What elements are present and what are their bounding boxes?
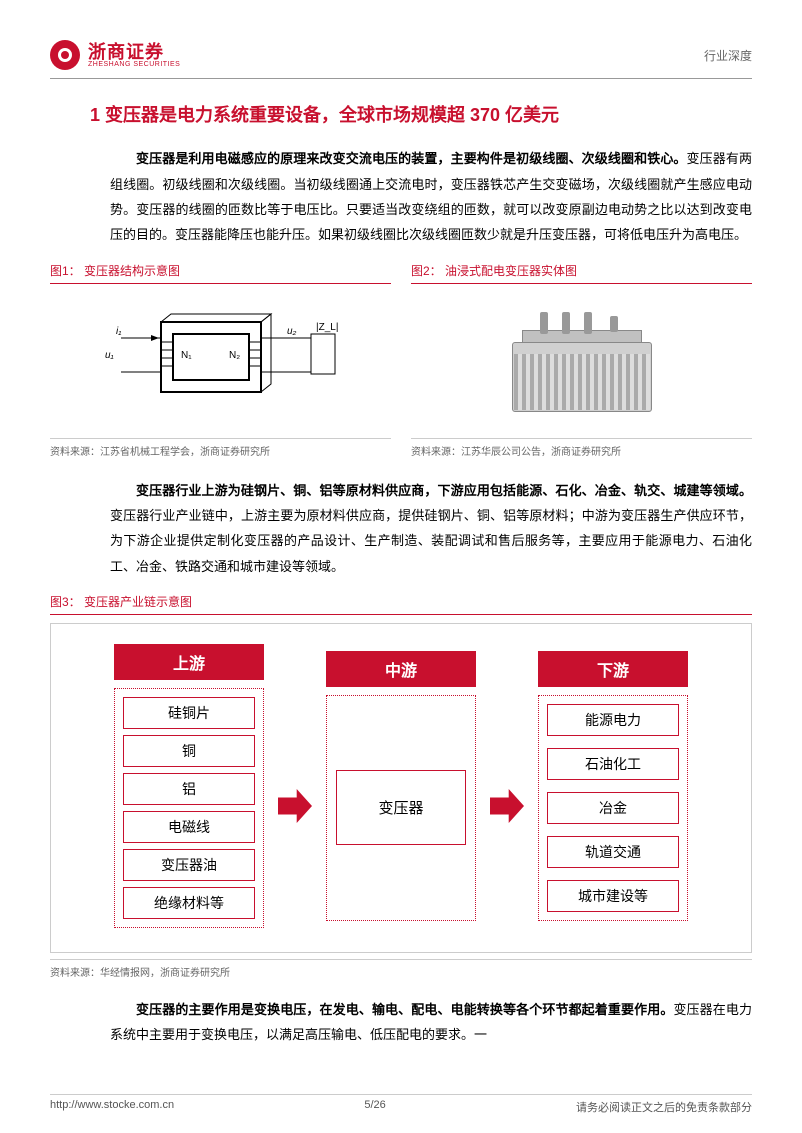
figure-1-label: 图1： [50, 264, 81, 278]
chain-item: 铝 [123, 773, 255, 805]
chain-downstream-box: 能源电力 石油化工 冶金 轨道交通 城市建设等 [538, 695, 688, 921]
chain-item: 能源电力 [547, 704, 679, 736]
figure-row-1: 图1： 变压器结构示意图 [50, 262, 752, 458]
figure-3-label: 图3： [50, 595, 81, 609]
chain-midstream-header: 中游 [326, 651, 476, 687]
paragraph-1-lead: 变压器是利用电磁感应的原理来改变交流电压的装置，主要构件是初级线圈、次级线圈和铁… [136, 151, 687, 166]
figure-2-caption: 图2： 油浸式配电变压器实体图 [411, 262, 752, 284]
chain-upstream-box: 硅铜片 铜 铝 电磁线 变压器油 绝缘材料等 [114, 688, 264, 928]
svg-text:u₂: u₂ [287, 326, 297, 337]
footer-page-number: 5/26 [364, 1099, 385, 1115]
figure-3-source: 资料来源：华经情报网，浙商证券研究所 [50, 959, 752, 979]
figure-3-title: 变压器产业链示意图 [84, 595, 192, 609]
section-title: 1 变压器是电力系统重要设备，全球市场规模超 370 亿美元 [90, 103, 752, 128]
figure-2: 图2： 油浸式配电变压器实体图 资料来源：江苏华辰公司公告，浙商证券研究所 [411, 262, 752, 458]
chain-midstream: 中游 变压器 [326, 651, 476, 921]
paragraph-3-lead: 变压器的主要作用是变换电压，在发电、输电、配电、电能转换等各个环节都起着重要作用… [136, 1002, 673, 1017]
paragraph-2-lead: 变压器行业上游为硅钢片、铜、铝等原材料供应商，下游应用包括能源、石化、冶金、轨交… [136, 483, 752, 498]
industry-chain-diagram: 上游 硅铜片 铜 铝 电磁线 变压器油 绝缘材料等 中游 变压器 [50, 623, 752, 953]
paragraph-2: 变压器行业上游为硅钢片、铜、铝等原材料供应商，下游应用包括能源、石化、冶金、轨交… [110, 478, 752, 579]
arrow-right-icon [490, 789, 524, 823]
figure-2-title: 油浸式配电变压器实体图 [445, 264, 577, 278]
arrow-right-icon [278, 789, 312, 823]
svg-text:u₁: u₁ [105, 350, 114, 361]
chain-downstream: 下游 能源电力 石油化工 冶金 轨道交通 城市建设等 [538, 651, 688, 921]
document-category: 行业深度 [704, 47, 752, 64]
figure-2-source: 资料来源：江苏华辰公司公告，浙商证券研究所 [411, 438, 752, 458]
brand-name-cn: 浙商证券 [88, 43, 180, 61]
figure-1: 图1： 变压器结构示意图 [50, 262, 391, 458]
chain-item: 变压器油 [123, 849, 255, 881]
page-header: 浙商证券 ZHESHANG SECURITIES 行业深度 [50, 40, 752, 79]
chain-row: 上游 硅铜片 铜 铝 电磁线 变压器油 绝缘材料等 中游 变压器 [71, 644, 731, 928]
chain-item: 冶金 [547, 792, 679, 824]
svg-text:i₁: i₁ [116, 326, 121, 337]
chain-downstream-header: 下游 [538, 651, 688, 687]
chain-item: 铜 [123, 735, 255, 767]
chain-item: 变压器 [336, 770, 466, 845]
brand-name-en: ZHESHANG SECURITIES [88, 61, 180, 68]
paragraph-2-body: 变压器行业产业链中，上游主要为原材料供应商，提供硅钢片、铜、铝等原材料；中游为变… [110, 508, 752, 574]
chain-item: 轨道交通 [547, 836, 679, 868]
brand-logo-group: 浙商证券 ZHESHANG SECURITIES [50, 40, 180, 70]
brand-text: 浙商证券 ZHESHANG SECURITIES [88, 43, 180, 68]
page: 浙商证券 ZHESHANG SECURITIES 行业深度 1 变压器是电力系统… [0, 0, 802, 1133]
footer-url[interactable]: http://www.stocke.com.cn [50, 1099, 174, 1115]
figure-1-source: 资料来源：江苏省机械工程学会，浙商证券研究所 [50, 438, 391, 458]
oil-transformer-icon [492, 302, 672, 422]
figure-1-image: i₁ u₁ N₁ N₂ u₂ |Z_L| [50, 292, 391, 432]
figure-2-label: 图2： [411, 264, 442, 278]
svg-text:N₂: N₂ [229, 350, 240, 361]
chain-item: 城市建设等 [547, 880, 679, 912]
figure-1-title: 变压器结构示意图 [84, 264, 180, 278]
figure-2-image [411, 292, 752, 432]
chain-upstream-header: 上游 [114, 644, 264, 680]
chain-item: 硅铜片 [123, 697, 255, 729]
page-footer: http://www.stocke.com.cn 5/26 请务必阅读正文之后的… [50, 1094, 752, 1115]
svg-text:|Z_L|: |Z_L| [316, 322, 338, 333]
transformer-schematic-icon: i₁ u₁ N₁ N₂ u₂ |Z_L| [91, 302, 351, 422]
paragraph-3: 变压器的主要作用是变换电压，在发电、输电、配电、电能转换等各个环节都起着重要作用… [110, 997, 752, 1048]
chain-midstream-box: 变压器 [326, 695, 476, 921]
footer-disclaimer: 请务必阅读正文之后的免责条款部分 [576, 1099, 752, 1115]
chain-item: 绝缘材料等 [123, 887, 255, 919]
brand-logo-icon [50, 40, 80, 70]
figure-3-caption: 图3： 变压器产业链示意图 [50, 593, 752, 615]
chain-upstream: 上游 硅铜片 铜 铝 电磁线 变压器油 绝缘材料等 [114, 644, 264, 928]
paragraph-1: 变压器是利用电磁感应的原理来改变交流电压的装置，主要构件是初级线圈、次级线圈和铁… [110, 146, 752, 247]
chain-item: 电磁线 [123, 811, 255, 843]
chain-item: 石油化工 [547, 748, 679, 780]
svg-text:N₁: N₁ [181, 350, 192, 361]
figure-3: 图3： 变压器产业链示意图 上游 硅铜片 铜 铝 电磁线 变压器油 绝缘材料等 [50, 593, 752, 979]
figure-1-caption: 图1： 变压器结构示意图 [50, 262, 391, 284]
